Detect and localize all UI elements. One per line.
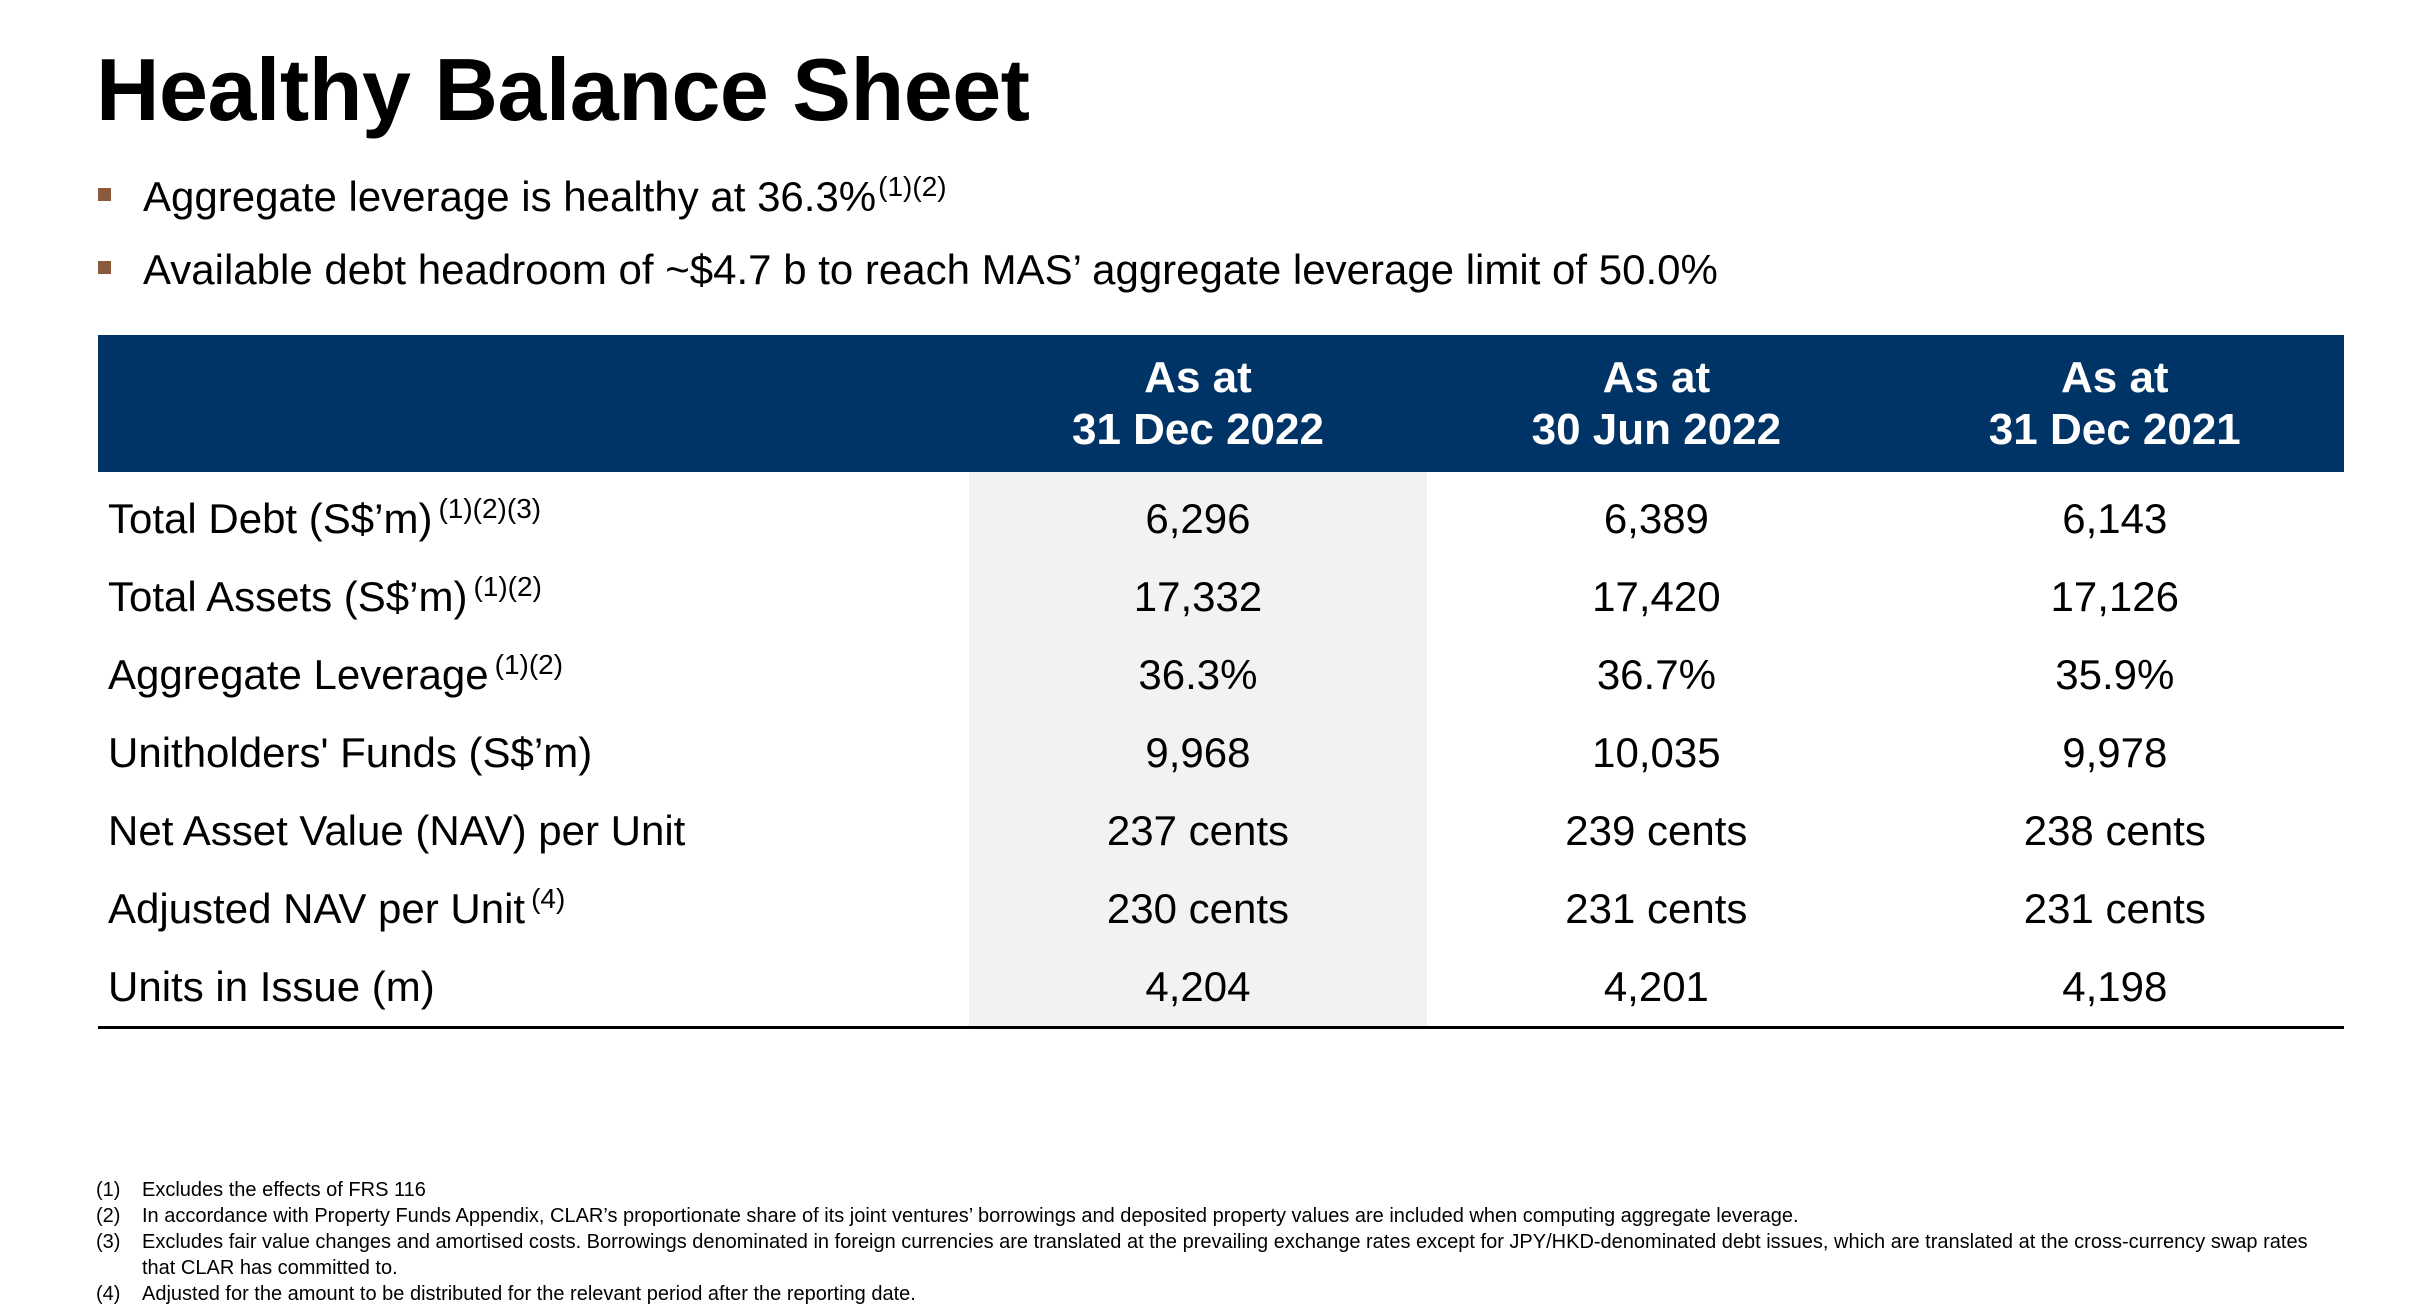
bullet-aggregate-leverage: Aggregate leverage is healthy at 36.3%(1…	[96, 160, 1718, 233]
footnote-number: (1)	[96, 1179, 121, 1201]
table-row: Unitholders' Funds (S$’m) 9,968 10,035 9…	[98, 714, 2344, 792]
footnote-number: (2)	[96, 1205, 121, 1227]
cell-value: 4,204	[968, 948, 1428, 1029]
row-label: Unitholders' Funds (S$’m)	[98, 714, 969, 792]
header-line1: As at	[2060, 352, 2169, 402]
page-title: Healthy Balance Sheet	[96, 40, 1030, 139]
footnote-number: (4)	[96, 1283, 121, 1305]
cell-value: 4,201	[1427, 948, 1886, 1029]
header-label-cell	[98, 335, 969, 472]
row-label-text: Units in Issue (m)	[108, 963, 435, 1010]
row-label: Units in Issue (m)	[98, 948, 969, 1029]
row-label-text: Net Asset Value (NAV) per Unit	[108, 807, 686, 854]
cell-value: 36.7%	[1596, 651, 1716, 698]
footnote: (4) Adjusted for the amount to be distri…	[96, 1281, 2336, 1307]
row-label-text: Total Assets (S$’m)	[108, 573, 468, 620]
header-line2: 31 Dec 2021	[1988, 404, 2241, 454]
table-row: Total Debt (S$’m) (1)(2)(3) 6,296 6,389 6…	[98, 472, 2344, 558]
header-31-dec-2021: As at 31 Dec 2021	[1885, 335, 2344, 472]
cell-value: 17,332	[968, 558, 1428, 636]
row-label: Total Assets (S$’m) (1)(2)	[98, 558, 969, 636]
bullet-text: Aggregate leverage is healthy at 36.3%	[143, 173, 877, 220]
table-row: Units in Issue (m) 4,204 4,201 4,198	[98, 948, 2344, 1029]
footnote-ref: (1)(2)	[494, 649, 564, 680]
square-bullet-icon	[98, 261, 111, 274]
footnotes-list: (1) Excludes the effects of FRS 116 (2) …	[96, 1177, 2336, 1307]
footnote-ref: (1)(2)	[473, 571, 542, 602]
footnote: (3) Excludes fair value changes and amor…	[96, 1229, 2336, 1281]
table-row: Total Assets (S$’m) (1)(2) 17,332 17,420 …	[98, 558, 2344, 636]
table-row: Net Asset Value (NAV) per Unit 237 cents…	[98, 792, 2344, 870]
footnote-ref: (1)(2)(3)	[438, 493, 542, 524]
header-30-jun-2022: As at 30 Jun 2022	[1427, 335, 1886, 472]
footnote-ref: (1)(2)	[878, 171, 947, 202]
cell-value: 9,978	[2062, 729, 2168, 776]
row-label-text: Unitholders' Funds (S$’m)	[108, 729, 593, 776]
footnote: (1) Excludes the effects of FRS 116	[96, 1177, 2336, 1203]
row-label: Total Debt (S$’m) (1)(2)(3)	[98, 472, 969, 558]
cell-value: 237 cents	[968, 792, 1428, 870]
cell-value: 36.3%	[968, 636, 1428, 714]
balance-sheet-table: As at 31 Dec 2022 As at 30 Jun 2022 As a…	[98, 335, 2344, 1029]
cell-value: 6,143	[2062, 495, 2168, 542]
cell-value: 17,420	[1592, 573, 1721, 620]
key-points-list: Aggregate leverage is healthy at 36.3%(1…	[96, 160, 1718, 306]
table-header-row: As at 31 Dec 2022 As at 30 Jun 2022 As a…	[98, 335, 2344, 472]
cell-value: 4,198	[1885, 948, 2344, 1029]
cell-value: 35.9%	[2055, 651, 2175, 698]
footnote: (2) In accordance with Property Funds Ap…	[96, 1203, 2336, 1229]
footnote-text: Excludes fair value changes and amortise…	[142, 1231, 2308, 1279]
header-line2: 30 Jun 2022	[1531, 404, 1782, 454]
cell-value: 6,389	[1603, 495, 1709, 542]
cell-value: 230 cents	[968, 870, 1428, 948]
bullet-text: Available debt headroom of ~$4.7 b to re…	[143, 246, 1718, 293]
header-line1: As at	[1144, 352, 1252, 402]
row-label: Net Asset Value (NAV) per Unit	[98, 792, 969, 870]
cell-value: 6,296	[968, 472, 1428, 558]
row-label-text: Adjusted NAV per Unit	[108, 885, 526, 932]
table-row: Aggregate Leverage (1)(2) 36.3% 36.7% 35.…	[98, 636, 2344, 714]
footnote-ref: (4)	[531, 883, 566, 914]
table-row: Adjusted NAV per Unit (4) 230 cents 231 c…	[98, 870, 2344, 948]
row-label-text: Total Debt (S$’m)	[108, 495, 433, 542]
cell-value: 17,126	[2050, 573, 2180, 620]
header-line2: 31 Dec 2022	[1071, 404, 1324, 454]
footnote-text: In accordance with Property Funds Append…	[142, 1205, 1799, 1227]
cell-value: 231 cents	[2023, 885, 2206, 932]
row-label-text: Aggregate Leverage	[108, 651, 489, 698]
header-31-dec-2022: As at 31 Dec 2022	[968, 335, 1428, 472]
cell-value: 239 cents	[1565, 807, 1748, 854]
row-label: Aggregate Leverage (1)(2)	[98, 636, 969, 714]
footnote-number: (3)	[96, 1231, 121, 1253]
bullet-debt-headroom: Available debt headroom of ~$4.7 b to re…	[96, 233, 1718, 306]
square-bullet-icon	[98, 188, 111, 201]
footnote-text: Adjusted for the amount to be distribute…	[142, 1283, 916, 1305]
row-label: Adjusted NAV per Unit (4)	[98, 870, 969, 948]
cell-value: 10,035	[1592, 729, 1721, 776]
footnote-text: Excludes the effects of FRS 116	[142, 1179, 426, 1201]
cell-value: 231 cents	[1565, 885, 1748, 932]
cell-value: 238 cents	[2023, 807, 2206, 854]
cell-value: 9,968	[968, 714, 1428, 792]
header-line1: As at	[1602, 352, 1711, 402]
